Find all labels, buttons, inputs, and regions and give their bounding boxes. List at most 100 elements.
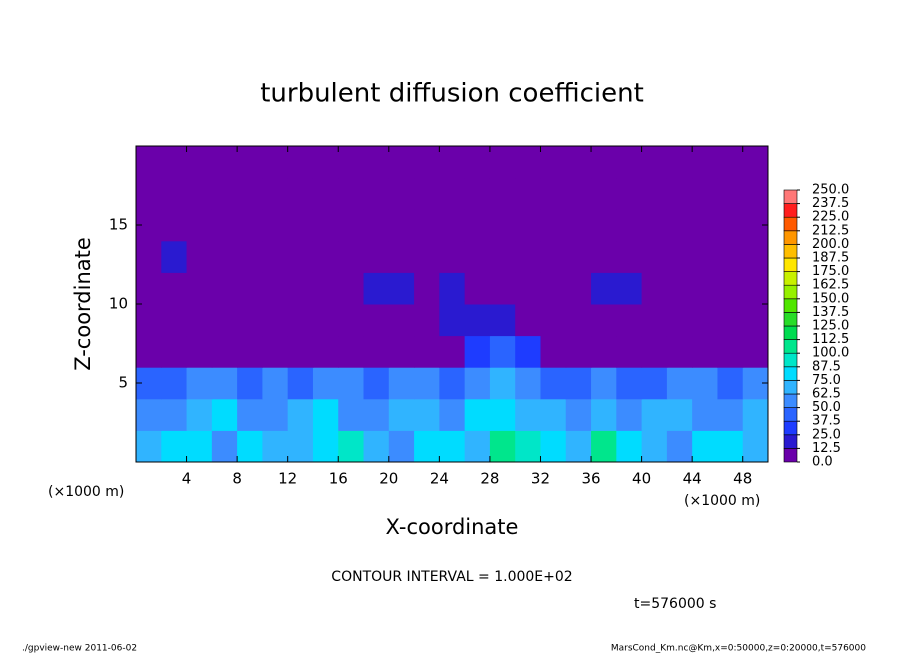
- colorbar-label: 212.5: [812, 223, 849, 238]
- heat-cell: [312, 335, 339, 368]
- heat-cell: [489, 304, 516, 337]
- colorbar-box: [783, 339, 798, 354]
- heat-cell: [692, 367, 718, 400]
- x-tick-label: 16: [329, 470, 348, 488]
- heat-cell: [312, 367, 339, 400]
- heat-cell: [161, 430, 188, 463]
- heat-cell: [692, 177, 718, 210]
- heat-cell: [692, 240, 718, 273]
- colorbar-box: [783, 216, 798, 232]
- x-tick-label: 28: [480, 470, 499, 488]
- heat-cell: [489, 146, 516, 179]
- heat-cell: [540, 335, 567, 368]
- colorbar-label: 75.0: [812, 373, 841, 388]
- colorbar-label: 187.5: [812, 251, 849, 266]
- heat-cell: [211, 304, 238, 337]
- heat-cell: [287, 146, 314, 179]
- heat-cell: [742, 146, 769, 179]
- x-tick-label: 20: [379, 470, 398, 488]
- x-tick-label: 36: [581, 470, 600, 488]
- heat-cell: [489, 335, 516, 368]
- heat-cell: [717, 398, 744, 431]
- heat-cell: [742, 240, 769, 273]
- x-unit: (×1000 m): [48, 484, 124, 500]
- heat-cell: [439, 367, 466, 400]
- heat-cell: [540, 272, 567, 305]
- heat-cell: [692, 398, 718, 431]
- colorbar-label: 87.5: [812, 359, 841, 374]
- heat-cell: [237, 335, 263, 368]
- x-tick-label: 44: [683, 470, 702, 488]
- heat-cell: [489, 367, 516, 400]
- heat-cell: [666, 398, 693, 431]
- heat-cell: [388, 240, 415, 273]
- heat-cell: [591, 335, 617, 368]
- heat-cell: [237, 177, 263, 210]
- heat-cell: [414, 146, 440, 179]
- heat-cell: [161, 398, 188, 431]
- heat-cell: [666, 272, 693, 305]
- heat-cell: [565, 146, 592, 179]
- heat-cell: [338, 240, 365, 273]
- x-axis-label: X-coordinate: [386, 515, 519, 539]
- heat-cell: [439, 240, 466, 273]
- heat-cell: [312, 209, 339, 242]
- heat-cell: [515, 177, 541, 210]
- heat-cell: [464, 240, 491, 273]
- heat-cell: [136, 304, 162, 337]
- heat-cell: [464, 272, 491, 305]
- heat-cell: [616, 367, 643, 400]
- heat-cell: [515, 146, 541, 179]
- colorbar-label: 175.0: [812, 264, 849, 279]
- y-tick-label: 5: [118, 374, 128, 392]
- heat-cell: [211, 430, 238, 463]
- colorbar-box: [783, 393, 798, 408]
- heat-cell: [414, 272, 440, 305]
- heat-cell: [237, 240, 263, 273]
- time-note: t=576000 s: [634, 596, 716, 612]
- heat-cell: [262, 146, 289, 179]
- heat-cell: [616, 146, 643, 179]
- colorbar-box: [783, 380, 798, 395]
- colorbar-label: 25.0: [812, 427, 841, 442]
- heat-cell: [717, 304, 744, 337]
- heat-cell: [338, 367, 365, 400]
- heat-cell: [211, 146, 238, 179]
- heat-cell: [287, 240, 314, 273]
- colorbar-label: 200.0: [812, 237, 849, 252]
- heat-cell: [363, 430, 390, 463]
- colorbar-box: [783, 271, 798, 286]
- heat-cell: [540, 430, 567, 463]
- heat-cell: [388, 367, 415, 400]
- heat-cell: [287, 367, 314, 400]
- colorbar-box: [783, 352, 798, 368]
- heat-cell: [641, 335, 668, 368]
- heat-cell: [591, 209, 617, 242]
- heat-cell: [211, 335, 238, 368]
- colorbar-box: [783, 298, 798, 313]
- heat-cell: [414, 240, 440, 273]
- colorbar-label: 112.5: [812, 332, 849, 347]
- heat-cell: [363, 209, 390, 242]
- heat-cell: [641, 398, 668, 431]
- x-tick-label: 12: [278, 470, 297, 488]
- heat-cell: [136, 430, 162, 463]
- heat-cell: [211, 367, 238, 400]
- heat-cell: [742, 177, 769, 210]
- colorbar-box: [783, 420, 798, 436]
- colorbar-box: [783, 257, 798, 272]
- heat-cell: [666, 177, 693, 210]
- colorbar-box: [783, 325, 798, 340]
- heat-cell: [414, 367, 440, 400]
- colorbar-box: [783, 189, 798, 204]
- heat-cell: [641, 430, 668, 463]
- heat-cell: [186, 240, 213, 273]
- footer: ./gpview-new 2011-06-02: [22, 644, 137, 654]
- heat-cell: [186, 177, 213, 210]
- heat-cell: [161, 272, 188, 305]
- heat-cell: [287, 209, 314, 242]
- colorbar-box: [783, 407, 798, 422]
- heat-cell: [565, 177, 592, 210]
- heat-cell: [338, 272, 365, 305]
